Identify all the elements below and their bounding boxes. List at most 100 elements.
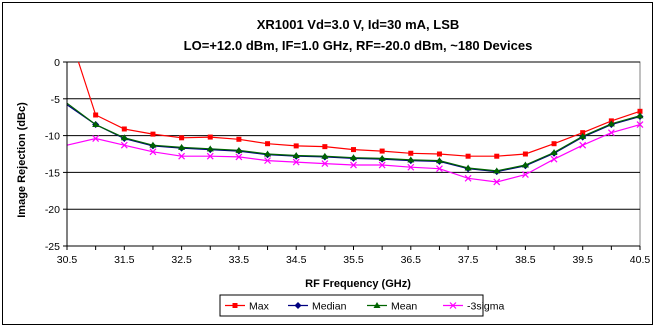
- chart-svg: XR1001 Vd=3.0 V, Id=30 mA, LSB LO=+12.0 …: [16, 17, 651, 317]
- x-tick-label: 39.5: [572, 254, 593, 266]
- plot-background: [66, 61, 641, 247]
- data-point: [464, 174, 472, 182]
- data-point: [379, 148, 385, 154]
- x-tick-label: 32.5: [171, 254, 192, 266]
- x-tick-label: 30.5: [57, 254, 78, 266]
- legend-item: Max: [225, 301, 270, 313]
- data-point: [120, 134, 128, 141]
- data-point: [321, 152, 329, 159]
- series-mean: [66, 102, 644, 174]
- data-point: [637, 108, 643, 114]
- y-tick-label: -10: [45, 131, 60, 143]
- legend-label: Max: [249, 301, 270, 313]
- data-point: [206, 152, 214, 160]
- data-point: [92, 135, 100, 142]
- data-point: [265, 141, 271, 147]
- data-point: [264, 157, 271, 165]
- legend-marker: [232, 303, 238, 308]
- legend: Max Median Mean -3sigma: [219, 294, 505, 317]
- legend-item: -3sigma: [443, 301, 505, 313]
- data-point: [235, 146, 243, 153]
- data-point: [149, 148, 157, 156]
- x-axis-title: RF Frequency (GHz): [305, 278, 411, 290]
- data-point: [378, 161, 386, 169]
- data-point: [207, 134, 213, 140]
- data-point: [92, 121, 100, 128]
- data-point: [550, 155, 558, 163]
- data-point: [351, 147, 356, 153]
- data-point: [293, 143, 299, 149]
- data-point: [636, 112, 644, 119]
- y-tick-label: -5: [51, 94, 60, 106]
- plot-area: [66, 61, 641, 247]
- data-point: [436, 165, 443, 173]
- data-point: [149, 141, 157, 148]
- legend-label: Median: [312, 301, 347, 313]
- data-point: [321, 160, 329, 167]
- x-tick-label: 40.5: [630, 254, 651, 266]
- data-point: [322, 144, 328, 150]
- chart-title: XR1001 Vd=3.0 V, Id=30 mA, LSB: [257, 17, 460, 32]
- chart-subtitle: LO=+12.0 dBm, IF=1.0 GHz, RF=-20.0 dBm, …: [184, 38, 533, 53]
- data-point: [636, 121, 644, 128]
- y-tick-label: 0: [54, 57, 60, 69]
- y-tick-label: -15: [45, 167, 60, 179]
- data-point: [178, 152, 186, 160]
- data-point: [493, 178, 501, 186]
- legend-marker: [373, 302, 381, 308]
- data-point: [378, 154, 386, 161]
- data-point: [206, 145, 214, 152]
- chart-frame: XR1001 Vd=3.0 V, Id=30 mA, LSB LO=+12.0 …: [2, 2, 653, 325]
- y-axis-title: Image Rejection (dBc): [16, 102, 28, 218]
- data-point: [493, 167, 501, 174]
- x-tick-label: 36.5: [401, 254, 422, 266]
- y-tick-label: -25: [45, 241, 60, 253]
- data-point: [436, 151, 442, 157]
- data-point: [292, 158, 300, 166]
- series-3sigma: [66, 121, 644, 186]
- data-point: [465, 153, 471, 159]
- data-point: [179, 135, 185, 141]
- data-point: [292, 151, 300, 158]
- x-tick-label: 37.5: [458, 254, 479, 266]
- data-point: [236, 136, 242, 142]
- data-point: [522, 151, 528, 157]
- data-point: [550, 149, 558, 156]
- data-point: [264, 150, 272, 157]
- data-point: [407, 156, 415, 163]
- legend-box: [219, 294, 484, 317]
- x-tick-label: 31.5: [114, 254, 135, 266]
- data-point: [494, 153, 500, 159]
- data-point: [435, 157, 443, 164]
- data-point: [93, 112, 99, 118]
- x-tick-label: 33.5: [229, 254, 250, 266]
- data-point: [521, 171, 529, 179]
- legend-label: -3sigma: [467, 301, 505, 313]
- data-point: [607, 120, 615, 127]
- x-tick-label: 34.5: [286, 254, 307, 266]
- legend-marker: [294, 302, 302, 309]
- data-point: [580, 130, 586, 136]
- data-point: [120, 141, 128, 149]
- data-point: [407, 163, 415, 171]
- data-point: [350, 161, 357, 169]
- x-tick-label: 38.5: [515, 254, 536, 266]
- data-point: [235, 153, 243, 161]
- legend-item: Mean: [367, 301, 417, 313]
- data-point: [551, 141, 557, 147]
- legend-marker: [449, 302, 457, 309]
- legend-label: Mean: [391, 301, 417, 313]
- data-point: [408, 150, 414, 156]
- y-tick-label: -20: [45, 204, 60, 216]
- data-point: [521, 161, 529, 168]
- data-point: [579, 141, 587, 149]
- x-tick-label: 35.5: [343, 254, 364, 266]
- data-point: [178, 143, 186, 150]
- data-point: [464, 164, 472, 171]
- data-point: [350, 154, 357, 161]
- data-point: [579, 132, 587, 139]
- data-point: [150, 131, 156, 137]
- data-point: [121, 126, 127, 132]
- legend-item: Median: [288, 301, 347, 313]
